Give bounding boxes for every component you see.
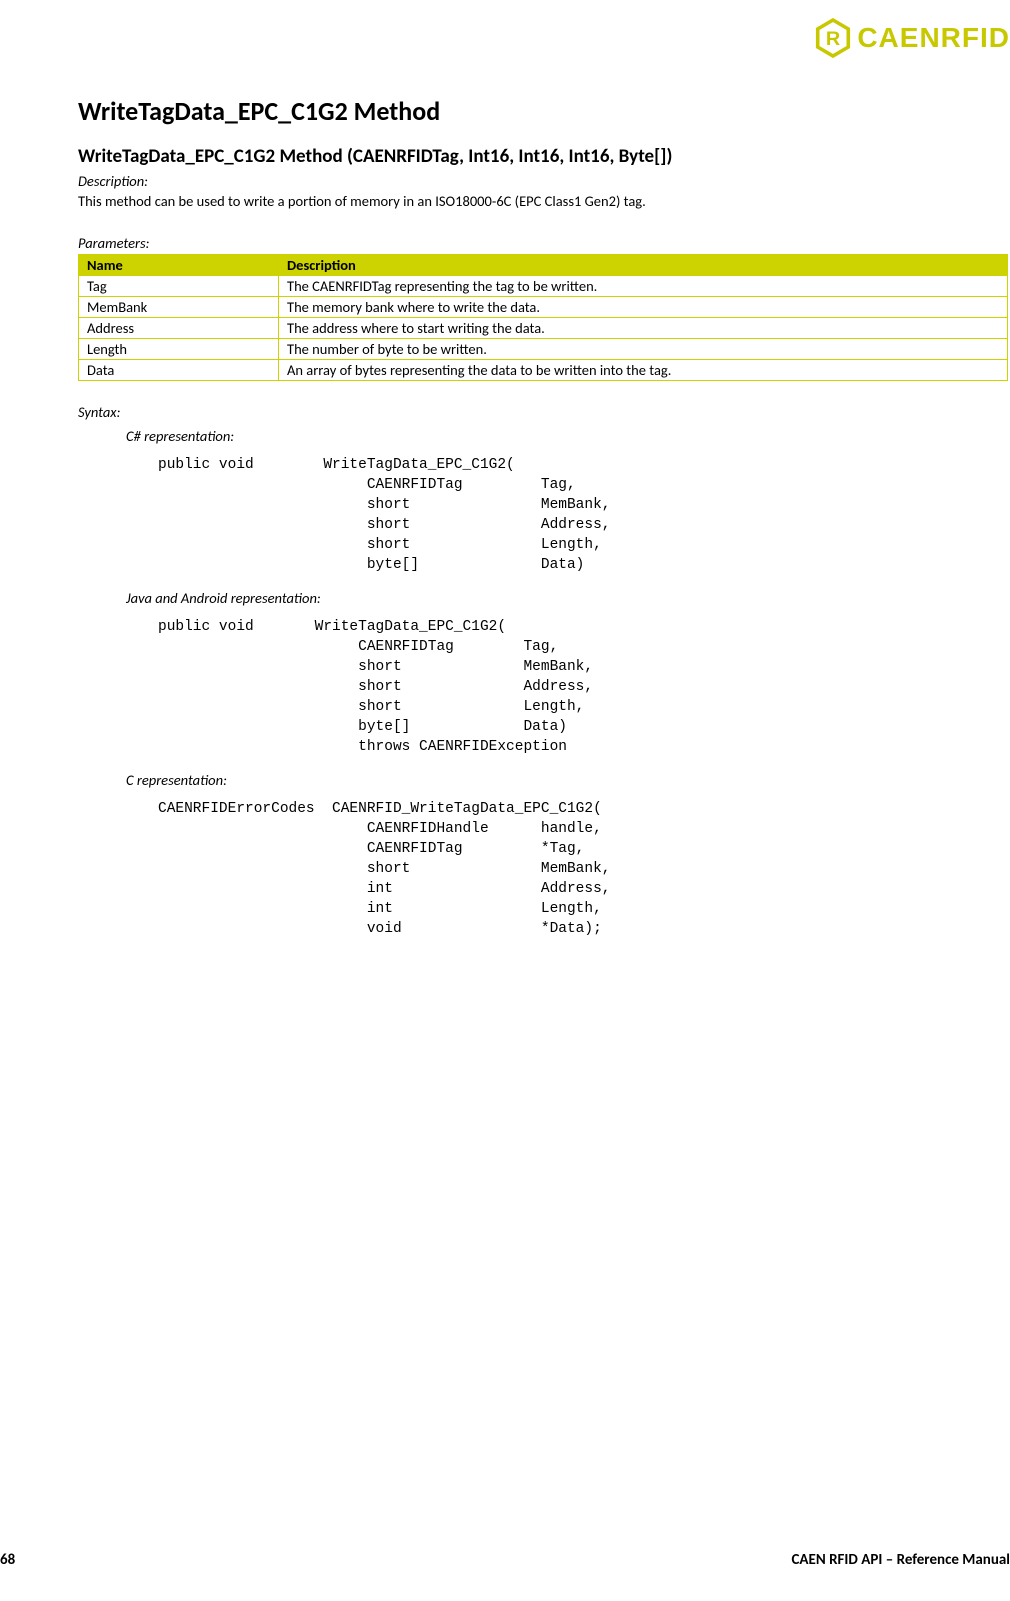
page-content: WriteTagData_EPC_C1G2 Method WriteTagDat… bbox=[78, 95, 1008, 953]
table-row: MemBank The memory bank where to write t… bbox=[79, 297, 1008, 318]
param-name: Length bbox=[79, 339, 279, 360]
brand-text: CAENRFID bbox=[857, 22, 1010, 54]
hex-r-icon: R bbox=[815, 18, 851, 58]
table-row: Address The address where to start writi… bbox=[79, 318, 1008, 339]
page-number: 68 bbox=[0, 1551, 15, 1569]
table-row: Data An array of bytes representing the … bbox=[79, 360, 1008, 381]
footer-title: CAEN RFID API – Reference Manual bbox=[791, 1551, 1010, 1569]
description-label: Description: bbox=[78, 172, 1008, 190]
param-desc: An array of bytes representing the data … bbox=[279, 360, 1008, 381]
param-desc: The memory bank where to write the data. bbox=[279, 297, 1008, 318]
col-name-header: Name bbox=[79, 255, 279, 276]
page-footer: 68 CAEN RFID API – Reference Manual bbox=[0, 1551, 1010, 1569]
param-name: Data bbox=[79, 360, 279, 381]
param-desc: The CAENRFIDTag representing the tag to … bbox=[279, 276, 1008, 297]
csharp-code: public void WriteTagData_EPC_C1G2( CAENR… bbox=[158, 455, 1008, 575]
param-desc: The number of byte to be written. bbox=[279, 339, 1008, 360]
java-label: Java and Android representation: bbox=[126, 589, 1008, 607]
c-code: CAENRFIDErrorCodes CAENRFID_WriteTagData… bbox=[158, 799, 1008, 939]
table-header-row: Name Description bbox=[79, 255, 1008, 276]
param-name: Address bbox=[79, 318, 279, 339]
c-label: C representation: bbox=[126, 771, 1008, 789]
java-code: public void WriteTagData_EPC_C1G2( CAENR… bbox=[158, 617, 1008, 757]
page-title: WriteTagData_EPC_C1G2 Method bbox=[78, 95, 1008, 127]
method-signature-heading: WriteTagData_EPC_C1G2 Method (CAENRFIDTa… bbox=[78, 145, 1008, 168]
parameters-table: Name Description Tag The CAENRFIDTag rep… bbox=[78, 254, 1008, 381]
table-row: Tag The CAENRFIDTag representing the tag… bbox=[79, 276, 1008, 297]
csharp-label: C# representation: bbox=[126, 427, 1008, 445]
svg-text:R: R bbox=[826, 28, 840, 50]
description-text: This method can be used to write a porti… bbox=[78, 192, 1008, 210]
col-desc-header: Description bbox=[279, 255, 1008, 276]
param-name: Tag bbox=[79, 276, 279, 297]
brand-logo: R CAENRFID bbox=[815, 18, 1010, 58]
table-row: Length The number of byte to be written. bbox=[79, 339, 1008, 360]
parameters-label: Parameters: bbox=[78, 234, 1008, 252]
param-desc: The address where to start writing the d… bbox=[279, 318, 1008, 339]
syntax-label: Syntax: bbox=[78, 403, 1008, 421]
param-name: MemBank bbox=[79, 297, 279, 318]
